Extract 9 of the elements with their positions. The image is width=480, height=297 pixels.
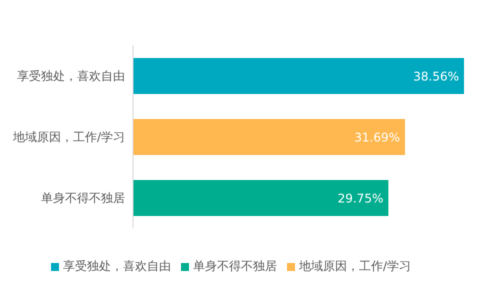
data-label: 29.75%	[338, 191, 384, 206]
legend-label: 单身不得不独居	[192, 259, 277, 273]
data-label: 31.69%	[354, 130, 400, 144]
y-tick-label: 享受独处，喜欢自由	[17, 68, 125, 83]
data-label: 38.56%	[413, 69, 459, 84]
y-tick-label: 地域原因，工作/学习	[12, 130, 125, 144]
legend-label: 地域原因，工作/学习	[298, 259, 412, 273]
y-tick-label: 单身不得不独居	[41, 190, 125, 205]
legend-label: 享受独处，喜欢自由	[62, 259, 171, 273]
